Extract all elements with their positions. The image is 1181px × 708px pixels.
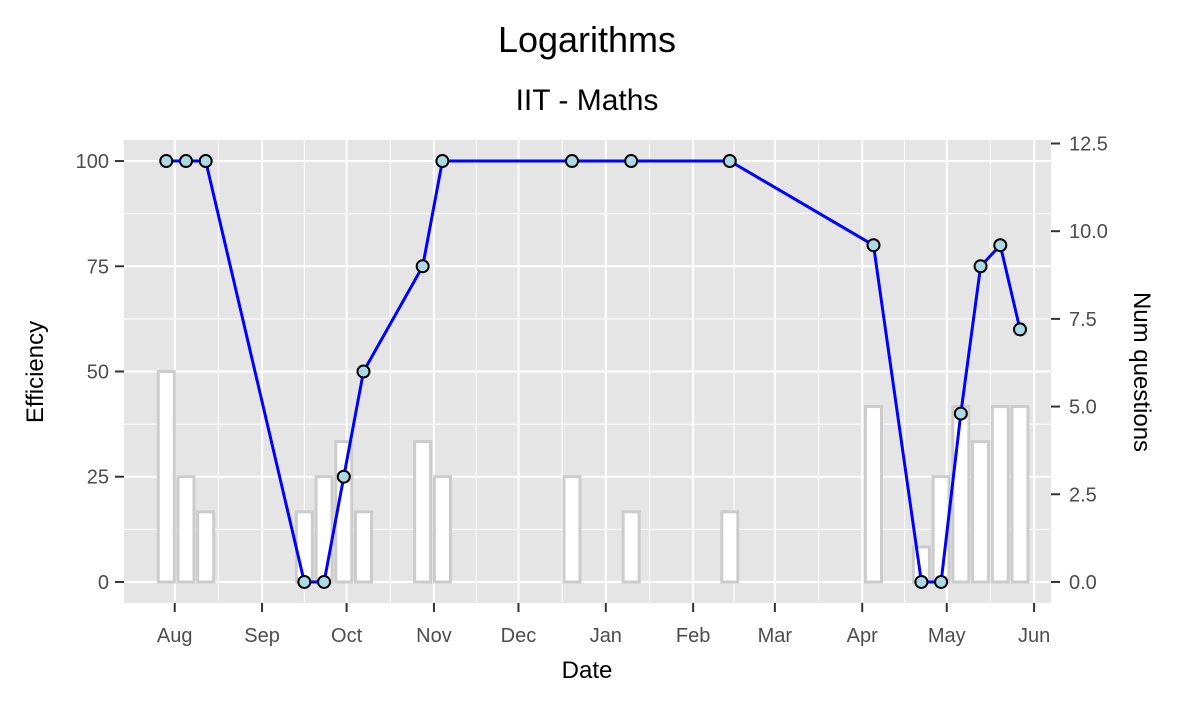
data-point: [1013, 322, 1028, 337]
data-point: [565, 154, 580, 169]
bar: [314, 475, 334, 584]
y2-tick-label: 12.5: [1069, 134, 1108, 156]
bar: [1010, 405, 1030, 584]
x-tick-label: Sep: [244, 625, 280, 647]
data-point: [953, 406, 968, 421]
data-point: [624, 154, 639, 169]
data-point: [317, 574, 332, 589]
y-tick-label: 100: [76, 151, 109, 173]
data-point: [435, 154, 450, 169]
bar: [432, 475, 452, 584]
x-tick-label: Dec: [501, 625, 537, 647]
data-point: [356, 364, 371, 379]
axes: 0 25 50 75 100 0.0 2.5 5.0 7.5 10.0 12.5 Aug Sep Oct N…: [76, 134, 1108, 647]
data-point: [159, 154, 174, 169]
x-tick-label: Mar: [758, 625, 793, 647]
chart-title: Logarithms: [498, 19, 676, 60]
bar: [971, 440, 991, 584]
y2-tick-label: 7.5: [1069, 309, 1097, 331]
y2-tick-label: 2.5: [1069, 484, 1097, 506]
bar: [863, 405, 883, 584]
bars: [156, 370, 1030, 584]
y-axis-title: Efficiency: [22, 321, 49, 423]
y-tick-label: 25: [87, 467, 109, 489]
x-axis-title: Date: [562, 657, 613, 684]
data-point: [722, 154, 737, 169]
y2-tick-label: 5.0: [1069, 397, 1097, 419]
data-point: [934, 574, 949, 589]
x-tick-label: Aug: [157, 625, 193, 647]
bar: [413, 440, 433, 584]
x-tick-label: Feb: [676, 625, 710, 647]
bar: [621, 510, 641, 584]
data-point: [866, 238, 881, 253]
x-tick-label: Jun: [1018, 625, 1050, 647]
y-tick-label: 0: [98, 572, 109, 594]
bar: [353, 510, 373, 584]
x-tick-label: Nov: [416, 625, 452, 647]
data-point: [914, 574, 929, 589]
x-tick-label: May: [928, 625, 966, 647]
bar: [156, 370, 176, 584]
chart-subtitle: IIT - Maths: [516, 84, 659, 117]
bar: [562, 475, 582, 584]
data-point: [415, 259, 430, 274]
x-tick-label: Apr: [847, 625, 878, 647]
y2-tick-label: 10.0: [1069, 221, 1108, 243]
efficiency-points: [159, 154, 1028, 589]
bar: [990, 405, 1010, 584]
y-tick-label: 75: [87, 256, 109, 278]
y2-axis-title: Num questions: [1128, 292, 1155, 452]
x-tick-label: Jan: [590, 625, 622, 647]
data-point: [178, 154, 193, 169]
data-point: [297, 574, 312, 589]
bar: [720, 510, 740, 584]
bar: [951, 405, 971, 584]
data-point: [198, 154, 213, 169]
data-point: [336, 469, 351, 484]
bar: [176, 475, 196, 584]
data-point: [993, 238, 1008, 253]
y2-tick-label: 0.0: [1069, 572, 1097, 594]
bar: [196, 510, 216, 584]
bar: [294, 510, 314, 584]
y-tick-label: 50: [87, 362, 109, 384]
data-point: [973, 259, 988, 274]
x-tick-label: Oct: [331, 625, 363, 647]
